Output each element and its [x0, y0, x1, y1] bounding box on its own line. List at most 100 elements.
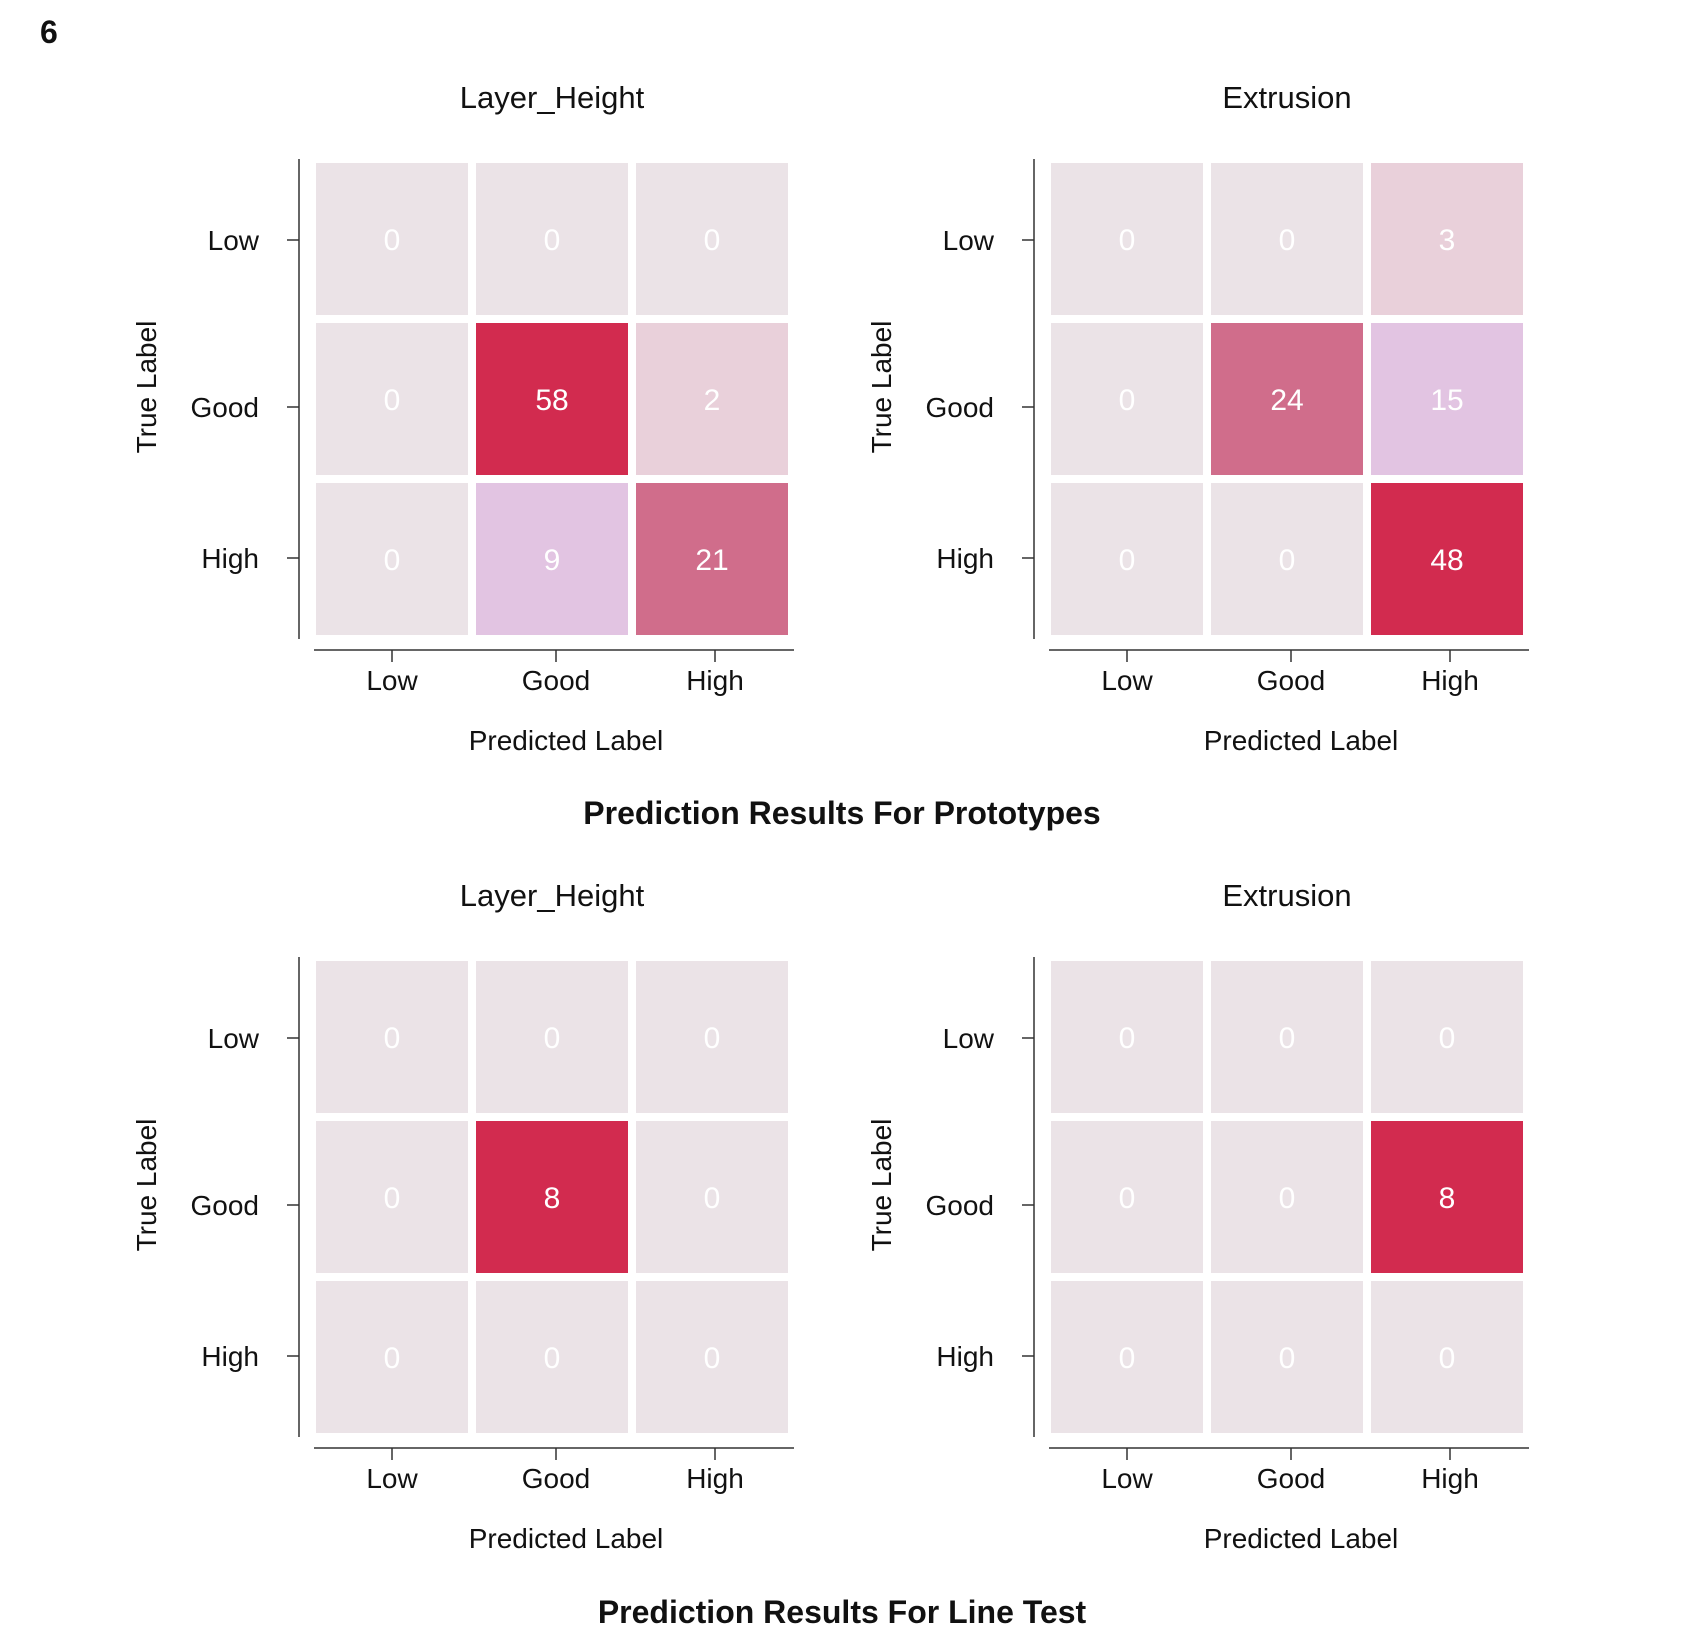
- confusion-matrix-4: Extrusion 0 0 0 0 0 8 0 0 0 Low Good High True Label L…: [866, 878, 1529, 1554]
- cell-value: 9: [544, 544, 561, 577]
- y-axis-label: True Label: [131, 1119, 162, 1252]
- heatmap-cell: [1051, 961, 1203, 1113]
- cell-value: 0: [384, 1182, 401, 1215]
- heatmap-cell: [636, 1281, 788, 1433]
- x-tick-label: Good: [1257, 665, 1326, 696]
- heatmap-cell: [1371, 1281, 1523, 1433]
- heatmap-cell: [636, 483, 788, 635]
- cell-value: 8: [1439, 1182, 1456, 1215]
- confusion-matrix-1: Layer_Height 0 0 0 0 58 2 0 9 21 Low Good High True L…: [131, 80, 794, 756]
- x-axis-label: Predicted Label: [469, 725, 664, 756]
- cell-value: 0: [544, 1022, 561, 1055]
- y-tick-label: Low: [943, 1023, 995, 1054]
- cell-value: 0: [1439, 1342, 1456, 1375]
- heatmap-cell: [316, 1281, 468, 1433]
- section-title-prototypes: Prediction Results For Prototypes: [583, 795, 1101, 831]
- confusion-matrix-2: Extrusion 0 0 3 0 24 15 0 0 48 Low Good High True Lab…: [866, 80, 1529, 756]
- heatmap-cell: [1211, 163, 1363, 315]
- heatmap-cell: [1051, 323, 1203, 475]
- chart-title: Layer_Height: [460, 80, 645, 115]
- cell-value: 0: [544, 224, 561, 257]
- x-axis-label: Predicted Label: [1204, 725, 1399, 756]
- y-tick-label: High: [936, 1341, 994, 1372]
- heatmap-cell: [316, 483, 468, 635]
- heatmap-cell: [1051, 1121, 1203, 1273]
- heatmap-cell: [476, 961, 628, 1113]
- y-axis-label: True Label: [131, 321, 162, 454]
- cell-value: 0: [1119, 384, 1136, 417]
- cell-value: 48: [1430, 544, 1463, 577]
- cell-value: 24: [1270, 384, 1303, 417]
- y-tick-label: High: [201, 543, 259, 574]
- heatmap-cell: [1371, 163, 1523, 315]
- confusion-matrix-3: Layer_Height 0 0 0 0 8 0 0 0 0 Low Good High True Lab…: [131, 878, 794, 1554]
- x-tick-label: Low: [1101, 665, 1153, 696]
- x-tick-label: Low: [366, 1463, 418, 1494]
- heatmap-cell: [1051, 483, 1203, 635]
- cell-value: 0: [1119, 224, 1136, 257]
- cell-value: 0: [704, 1342, 721, 1375]
- cell-value: 0: [384, 224, 401, 257]
- heatmap-cell: [636, 163, 788, 315]
- cell-value: 0: [1119, 1342, 1136, 1375]
- cell-value: 0: [544, 1342, 561, 1375]
- cell-value: 0: [1279, 1342, 1296, 1375]
- y-tick-label: Low: [943, 225, 995, 256]
- cell-value: 2: [704, 384, 721, 417]
- cell-value: 0: [704, 1182, 721, 1215]
- heatmap-cell: [1211, 323, 1363, 475]
- cell-value: 0: [384, 1022, 401, 1055]
- heatmap-cell: [636, 323, 788, 475]
- x-tick-label: High: [1421, 1463, 1479, 1494]
- chart-title: Extrusion: [1222, 80, 1351, 115]
- cell-value: 0: [704, 224, 721, 257]
- x-tick-label: Good: [522, 665, 591, 696]
- heatmap-cell: [1211, 1121, 1363, 1273]
- heatmap-cell: [1211, 483, 1363, 635]
- x-tick-label: High: [686, 665, 744, 696]
- x-axis-label: Predicted Label: [469, 1523, 664, 1554]
- cell-value: 8: [544, 1182, 561, 1215]
- x-tick-label: Good: [522, 1463, 591, 1494]
- heatmap-cell: [1051, 1281, 1203, 1433]
- x-axis-label: Predicted Label: [1204, 1523, 1399, 1554]
- heatmap-cell: [1371, 1121, 1523, 1273]
- cell-value: 0: [1279, 544, 1296, 577]
- heatmap-cell: [636, 961, 788, 1113]
- cell-value: 0: [1119, 544, 1136, 577]
- chart-title: Layer_Height: [460, 878, 645, 913]
- cell-value: 21: [695, 544, 728, 577]
- heatmap-cell: [636, 1121, 788, 1273]
- heatmap-cell: [316, 163, 468, 315]
- heatmap-cell: [1211, 961, 1363, 1113]
- cell-value: 0: [384, 384, 401, 417]
- cell-value: 0: [1119, 1182, 1136, 1215]
- x-tick-label: Low: [366, 665, 418, 696]
- y-tick-label: Good: [926, 1190, 995, 1221]
- heatmap-cell: [1211, 1281, 1363, 1433]
- chart-title: Extrusion: [1222, 878, 1351, 913]
- section-title-line-test: Prediction Results For Line Test: [597, 1594, 1087, 1630]
- heatmap-cell: [1051, 163, 1203, 315]
- cell-value: 0: [704, 1022, 721, 1055]
- heatmap-cell: [476, 1121, 628, 1273]
- x-tick-label: High: [1421, 665, 1479, 696]
- heatmap-cell: [476, 483, 628, 635]
- heatmap-cell: [1371, 961, 1523, 1113]
- y-tick-label: Good: [191, 392, 260, 423]
- cell-value: 0: [384, 1342, 401, 1375]
- cell-value: 0: [1439, 1022, 1456, 1055]
- cell-value: 0: [1279, 1182, 1296, 1215]
- y-axis-label: True Label: [866, 321, 897, 454]
- y-tick-label: Low: [208, 1023, 260, 1054]
- cell-value: 58: [535, 384, 568, 417]
- y-axis-label: True Label: [866, 1119, 897, 1252]
- y-tick-label: Low: [208, 225, 260, 256]
- x-tick-label: Good: [1257, 1463, 1326, 1494]
- y-tick-label: High: [201, 1341, 259, 1372]
- heatmap-cell: [476, 323, 628, 475]
- panel-number: 6: [40, 14, 58, 50]
- cell-value: 0: [1119, 1022, 1136, 1055]
